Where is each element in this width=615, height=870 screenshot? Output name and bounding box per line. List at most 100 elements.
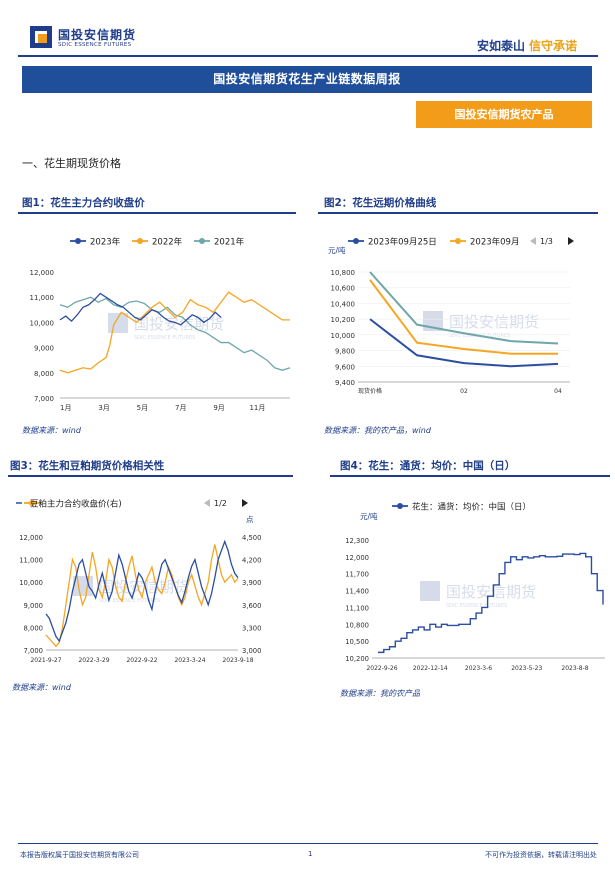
x-tick-label: 2023-8-8 [561,665,588,672]
y-tick-label: 9,000 [24,602,43,610]
footer-disclaimer: 不可作为投资依据，转载请注明出处 [485,851,597,859]
y-tick-label: 9,800 [335,348,355,356]
x-tick-label: 2021-9-27 [30,657,61,664]
logo-text: 国投安信期货 [58,28,137,42]
series-line [378,552,604,654]
figure2-source: 数据来源：我的农产品，wind [324,426,431,435]
y-unit-label: 元/吨 [328,245,346,255]
watermark-subtext: SDIC ESSENCE FUTURES [134,335,195,341]
figure3-rule [8,475,293,477]
x-tick-label: 2023-9-18 [222,657,253,664]
pager-label: 1/2 [214,499,227,508]
header-rule [18,55,598,57]
legend-label-2: 2021年 [214,237,245,248]
legend-label-1: 2022年 [152,237,183,248]
legend-marker-0 [29,500,35,506]
series-line-0 [59,292,222,326]
y-right-tick-label: 4,200 [242,557,261,565]
legend-label-1: 2023年09月 [470,237,519,248]
y-tick-label: 12,300 [345,537,369,545]
y-right-tick-label: 3,600 [242,602,261,610]
pager-next-icon [568,237,574,245]
series-line-2 [59,296,291,371]
series-line-1 [59,291,290,374]
y-tick-label: 11,000 [30,294,55,302]
x-tick-label: 2022-3-29 [78,657,109,664]
y-tick-label: 10,000 [331,332,356,340]
y-tick-label: 10,200 [331,316,356,324]
pager-next-icon [242,499,248,507]
slogan-part-b: 信守承诺 [528,39,577,53]
watermark-subtext: SDIC ESSENCE FUTURES [446,603,507,609]
y-tick-label: 9,600 [335,363,355,371]
figure1-source: 数据来源：wind [22,426,81,435]
logo-mark-icon [30,26,52,48]
y-tick-label: 10,800 [345,621,369,629]
y-tick-label: 12,000 [30,269,55,277]
legend-label-0: 2023年 [90,237,121,248]
logo-subtext: SDIC ESSENCE FUTURES [58,42,132,48]
company-logo: 国投安信期货 SDIC ESSENCE FUTURES [28,24,168,54]
figure1-rule [18,212,296,214]
legend-marker-1 [137,238,143,244]
y-tick-label: 8,000 [24,624,43,632]
watermark-text: 国投安信期货 [449,313,539,331]
x-tick-label: 04 [554,388,562,395]
x-tick-label: 11月 [249,404,265,412]
figure4-rule [330,475,610,477]
x-tick-label: 5月 [137,404,148,412]
y-tick-label: 11,400 [345,588,369,596]
watermark-text: 国投安信期货 [446,583,536,601]
legend-marker-0 [353,238,359,244]
y-tick-label: 10,400 [331,300,356,308]
y-tick-label: 9,000 [34,345,54,353]
y-tick-label: 12,000 [19,534,43,542]
x-tick-label: 2023-5-23 [511,665,542,672]
x-tick-label: 3月 [98,404,109,412]
figure3-source: 数据来源：wind [12,683,71,692]
y-tick-label: 9,400 [335,379,355,387]
y-right-tick-label: 4,500 [242,534,261,542]
y-tick-label: 10,500 [345,638,369,646]
series-line-0 [369,318,559,368]
watermark-logo-icon [420,581,440,601]
report-banner: 国投安信期货花生产业链数据周报 [22,66,592,93]
legend-label-0: 花生：通货：均价：中国（日） [412,502,531,513]
x-tick-label: 2023-3-24 [174,657,205,664]
chart4: 国投安信期货 SDIC ESSENCE FUTURES 花生：通货：均价：中国（日）… [345,502,605,672]
legend-marker-2 [199,238,205,244]
y-tick-label: 10,000 [19,579,43,587]
x-tick-label: 2022-12-14 [413,665,448,672]
y-tick-label: 11,100 [345,604,369,612]
figure2-rule [318,212,598,214]
pager-prev-icon [204,499,210,507]
pager-prev-icon [530,237,536,245]
page-number: 1 [308,850,313,858]
x-tick-label: 02 [460,388,468,395]
watermark: 国投安信期货 SDIC ESSENCE FUTURES [420,581,536,609]
series-line-1 [369,279,558,355]
y-tick-label: 7,000 [24,647,43,655]
y-unit-label: 元/吨 [360,511,378,521]
figure2-title: 图2：花生远期价格曲线 [324,197,437,209]
y-unit-right-label: 点 [246,515,254,524]
watermark-subtext: SDIC ESSENCE FUTURES [99,598,160,604]
x-tick-label: 现货价格 [358,387,382,395]
y-tick-label: 10,000 [30,319,55,327]
y-right-tick-label: 3,000 [242,647,261,655]
legend-marker-1 [455,238,461,244]
y-tick-label: 11,700 [345,571,369,579]
y-right-tick-label: 3,300 [242,624,261,632]
legend-label-0: 2023年09月25日 [368,237,437,248]
slogan-part-a: 安如泰山 [476,39,525,53]
sub-banner: 国投安信期货农产品 [416,101,592,128]
series-line-2 [369,271,559,345]
legend-marker-0 [397,503,403,509]
y-tick-label: 12,000 [345,554,369,562]
figure3-title: 图3：花生和豆粕期货价格相关性 [10,460,165,472]
y-tick-label: 10,600 [331,285,356,293]
